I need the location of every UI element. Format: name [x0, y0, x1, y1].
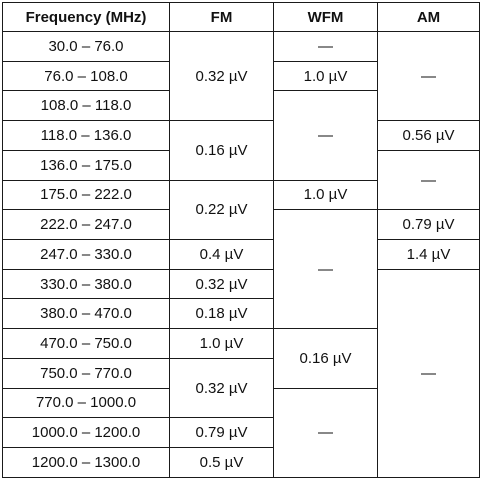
header-frequency: Frequency (MHz) — [2, 2, 170, 32]
header-row: Frequency (MHz) FM WFM AM — [2, 2, 480, 32]
frequency-cell: 118.0 – 136.0 — [2, 120, 170, 151]
frequency-cell: 1200.0 – 1300.0 — [2, 447, 170, 478]
table-row: 1200.0 – 1300.0 0.5 µV — [2, 447, 480, 478]
wfm-cell: 1.0 µV — [273, 179, 378, 211]
frequency-cell: 76.0 – 108.0 — [2, 60, 170, 92]
table-row: 770.0 – 1000.0 — — [2, 387, 480, 479]
fm-cell: 0.16 µV — [169, 120, 274, 181]
table-row: 76.0 – 108.0 1.0 µV — [2, 60, 480, 92]
fm-cell: 0.4 µV — [169, 239, 274, 270]
fm-cell: 0.32 µV — [169, 268, 274, 300]
am-cell: — — [377, 30, 480, 122]
table-row: 108.0 – 118.0 — — [2, 90, 480, 181]
fm-cell: 0.79 µV — [169, 417, 274, 449]
fm-cell: 0.32 µV — [169, 30, 274, 122]
table-row: 380.0 – 470.0 0.18 µV — [2, 298, 480, 330]
frequency-cell: 470.0 – 750.0 — [2, 328, 170, 359]
wfm-cell: — — [273, 31, 378, 62]
am-cell: — — [377, 268, 480, 479]
fm-cell: 0.5 µV — [169, 447, 274, 478]
header-fm: FM — [169, 2, 274, 32]
wfm-cell: — — [273, 209, 378, 330]
frequency-cell: 30.0 – 76.0 — [2, 31, 170, 62]
fm-cell: 0.18 µV — [169, 298, 274, 330]
table-row: 222.0 – 247.0 — 0.79 µV — [2, 209, 480, 330]
frequency-cell: 222.0 – 247.0 — [2, 209, 170, 241]
fm-cell: 0.32 µV — [169, 357, 274, 419]
wfm-cell: — — [273, 90, 378, 181]
frequency-cell: 175.0 – 222.0 — [2, 179, 170, 211]
am-cell: — — [377, 149, 480, 211]
frequency-cell: 136.0 – 175.0 — [2, 149, 170, 181]
frequency-cell: 247.0 – 330.0 — [2, 239, 170, 270]
table-row: 175.0 – 222.0 0.22 µV 1.0 µV — [2, 179, 480, 241]
table-row: 330.0 – 380.0 0.32 µV — — [2, 268, 480, 479]
am-cell: 0.79 µV — [377, 209, 480, 241]
table-row: 470.0 – 750.0 1.0 µV 0.16 µV — [2, 328, 480, 389]
table-row: 30.0 – 76.0 0.32 µV — — — [2, 30, 480, 122]
table-row: 247.0 – 330.0 0.4 µV 1.4 µV — [2, 239, 480, 270]
table-row: 136.0 – 175.0 — — [2, 149, 480, 211]
frequency-cell: 108.0 – 118.0 — [2, 90, 170, 122]
fm-cell: 1.0 µV — [169, 328, 274, 359]
frequency-cell: 330.0 – 380.0 — [2, 268, 170, 300]
table-row: 118.0 – 136.0 0.16 µV 0.56 µV — [2, 120, 480, 181]
header-am: AM — [377, 2, 480, 32]
table-row: 1000.0 – 1200.0 0.79 µV — [2, 417, 480, 449]
frequency-cell: 1000.0 – 1200.0 — [2, 417, 170, 449]
wfm-cell: 0.16 µV — [273, 328, 378, 389]
wfm-cell: — — [273, 387, 378, 479]
am-cell: 1.4 µV — [377, 239, 480, 270]
frequency-cell: 380.0 – 470.0 — [2, 298, 170, 330]
header-wfm: WFM — [273, 2, 378, 32]
am-cell: 0.56 µV — [377, 120, 480, 151]
frequency-cell: 770.0 – 1000.0 — [2, 387, 170, 419]
frequency-cell: 750.0 – 770.0 — [2, 357, 170, 389]
fm-cell: 0.22 µV — [169, 179, 274, 241]
wfm-cell: 1.0 µV — [273, 60, 378, 92]
